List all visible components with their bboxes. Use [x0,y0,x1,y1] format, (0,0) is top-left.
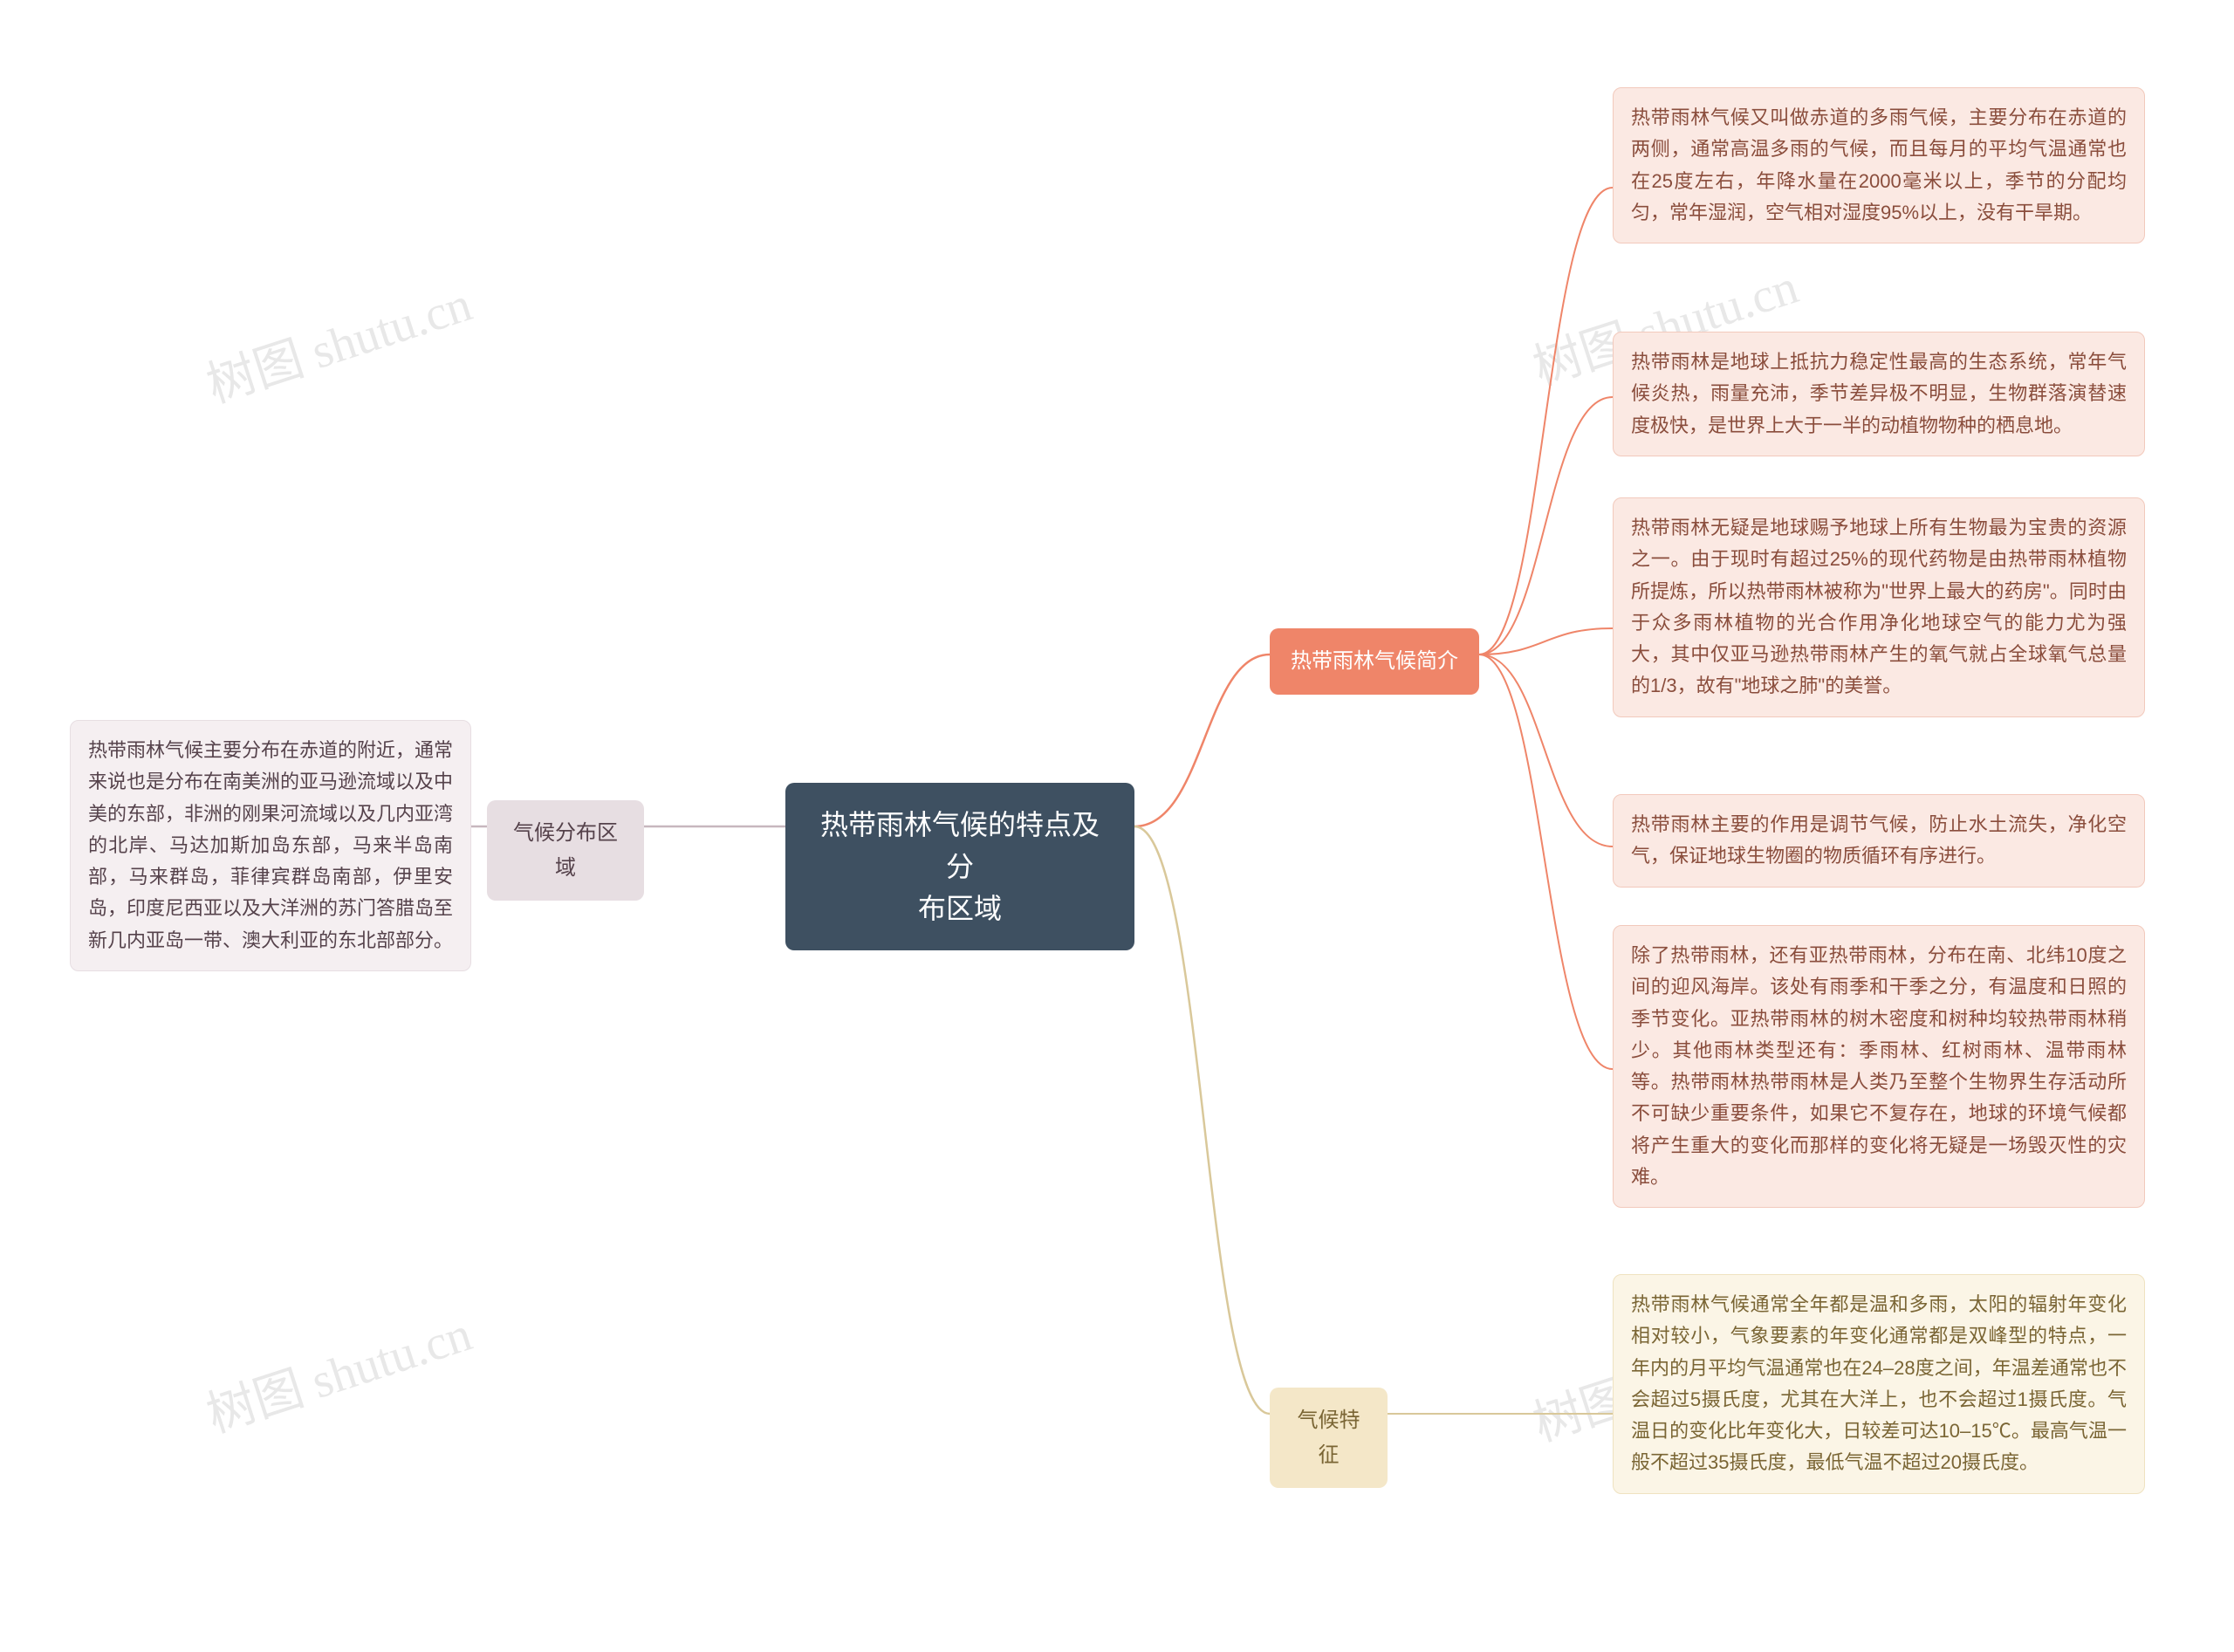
leaf-intro-3: 热带雨林无疑是地球赐予地球上所有生物最为宝贵的资源之一。由于现时有超过25%的现… [1613,497,2145,717]
watermark: 树图 shutu.cn [196,1294,479,1446]
leaf-intro-5: 除了热带雨林，还有亚热带雨林，分布在南、北纬10度之间的迎风海岸。该处有雨季和干… [1613,925,2145,1208]
connector-intro-leaf2 [1479,397,1613,655]
watermark: 树图 shutu.cn [196,264,479,416]
leaf-intro-1: 热带雨林气候又叫做赤道的多雨气候，主要分布在赤道的两侧，通常高温多雨的气候，而且… [1613,87,2145,243]
category-intro[interactable]: 热带雨林气候简介 [1270,628,1479,695]
connector-intro-leaf3 [1479,628,1613,655]
connector-intro-leaf4 [1479,655,1613,847]
connector-root-features [1134,826,1270,1414]
leaf-intro-2: 热带雨林是地球上抵抗力稳定性最高的生态系统，常年气候炎热，雨量充沛，季节差异极不… [1613,332,2145,456]
category-distribution[interactable]: 气候分布区域 [487,800,644,901]
root-node[interactable]: 热带雨林气候的特点及分布区域 [785,783,1134,950]
category-features[interactable]: 气候特征 [1270,1388,1388,1488]
connector-intro-leaf5 [1479,655,1613,1069]
leaf-distribution: 热带雨林气候主要分布在赤道的附近，通常来说也是分布在南美洲的亚马逊流域以及中美的… [70,720,471,971]
leaf-features: 热带雨林气候通常全年都是温和多雨，太阳的辐射年变化相对较小，气象要素的年变化通常… [1613,1274,2145,1494]
connector-root-intro [1134,655,1270,826]
leaf-intro-4: 热带雨林主要的作用是调节气候，防止水土流失，净化空气，保证地球生物圈的物质循环有… [1613,794,2145,888]
connector-intro-leaf1 [1479,188,1613,655]
